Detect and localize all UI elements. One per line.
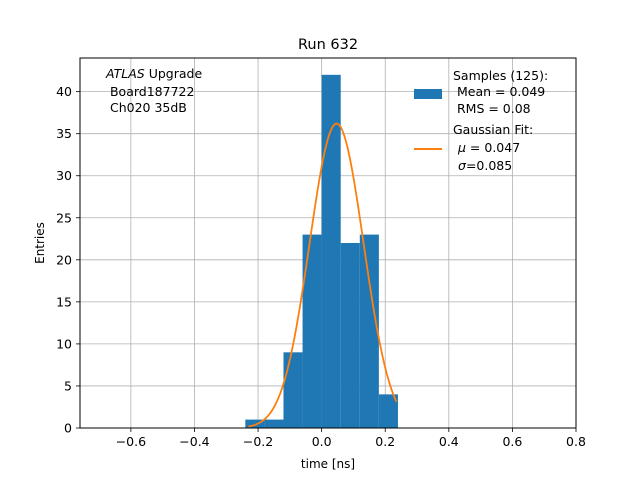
- legend-fit-line-2: μ = 0.047: [457, 140, 520, 155]
- legend: Samples (125): Mean = 0.049 RMS = 0.08 G…: [414, 68, 548, 173]
- y-tick-label: 20: [56, 252, 72, 267]
- y-tick-label: 35: [56, 126, 72, 141]
- histogram-bars: [245, 74, 398, 429]
- y-tick-label: 15: [56, 294, 72, 309]
- histogram-bar: [340, 243, 360, 428]
- mu-value: = 0.047: [466, 140, 520, 155]
- histogram-bar: [283, 352, 303, 428]
- fit-curve: [248, 122, 398, 428]
- plot-frame: [79, 57, 577, 429]
- x-axis-label: time [ns]: [301, 457, 355, 471]
- chart-title: Run 632: [298, 37, 358, 53]
- mu-symbol: μ: [457, 140, 466, 155]
- legend-hist-line-2: Mean = 0.049: [453, 84, 545, 99]
- legend-fit-line-3: σ=0.085: [458, 158, 512, 173]
- upgrade-label: Upgrade: [145, 66, 203, 81]
- annotation-line-1: ATLAS Upgrade: [105, 66, 202, 81]
- y-axis-ticks: 0 5 10 15 20 25 30 35 40: [56, 84, 80, 436]
- histogram-bar: [302, 234, 322, 428]
- x-tick-label: 0.6: [502, 434, 522, 449]
- sigma-value: =0.085: [466, 158, 512, 173]
- x-tick-label: −0.2: [243, 434, 273, 449]
- histogram-bar: [264, 419, 284, 428]
- y-tick-label: 5: [64, 378, 72, 393]
- x-tick-label: 0.0: [312, 434, 332, 449]
- legend-hist-line-1: Samples (125):: [453, 68, 548, 83]
- annotation-box: ATLAS Upgrade Board187722 Ch020 35dB: [105, 66, 202, 115]
- x-tick-label: 0.8: [566, 434, 586, 449]
- x-tick-label: −0.6: [116, 434, 146, 449]
- annotation-line-2: Board187722: [106, 84, 194, 99]
- legend-hist-line-3: RMS = 0.08: [453, 101, 531, 116]
- y-axis-label: Entries: [33, 222, 47, 264]
- y-tick-label: 0: [64, 421, 72, 436]
- legend-hist-swatch: [414, 89, 442, 99]
- y-tick-label: 40: [56, 84, 72, 99]
- atlas-label: ATLAS: [105, 66, 145, 81]
- x-tick-label: 0.4: [439, 434, 459, 449]
- histogram-bar: [359, 234, 379, 428]
- annotation-line-3: Ch020 35dB: [106, 100, 187, 115]
- histogram-bar: [245, 419, 265, 428]
- histogram-bar: [321, 74, 341, 429]
- y-tick-label: 10: [56, 336, 72, 351]
- x-axis-ticks: −0.6 −0.4 −0.2 0.0 0.2 0.4 0.6 0.8: [116, 428, 586, 449]
- x-tick-label: 0.2: [375, 434, 395, 449]
- y-tick-label: 30: [56, 168, 72, 183]
- y-tick-label: 25: [56, 210, 72, 225]
- x-tick-label: −0.4: [179, 434, 209, 449]
- gaussian-fit: [248, 122, 398, 428]
- legend-fit-line-1: Gaussian Fit:: [453, 122, 533, 137]
- histogram-bar: [378, 394, 398, 428]
- sigma-symbol: σ: [458, 158, 467, 173]
